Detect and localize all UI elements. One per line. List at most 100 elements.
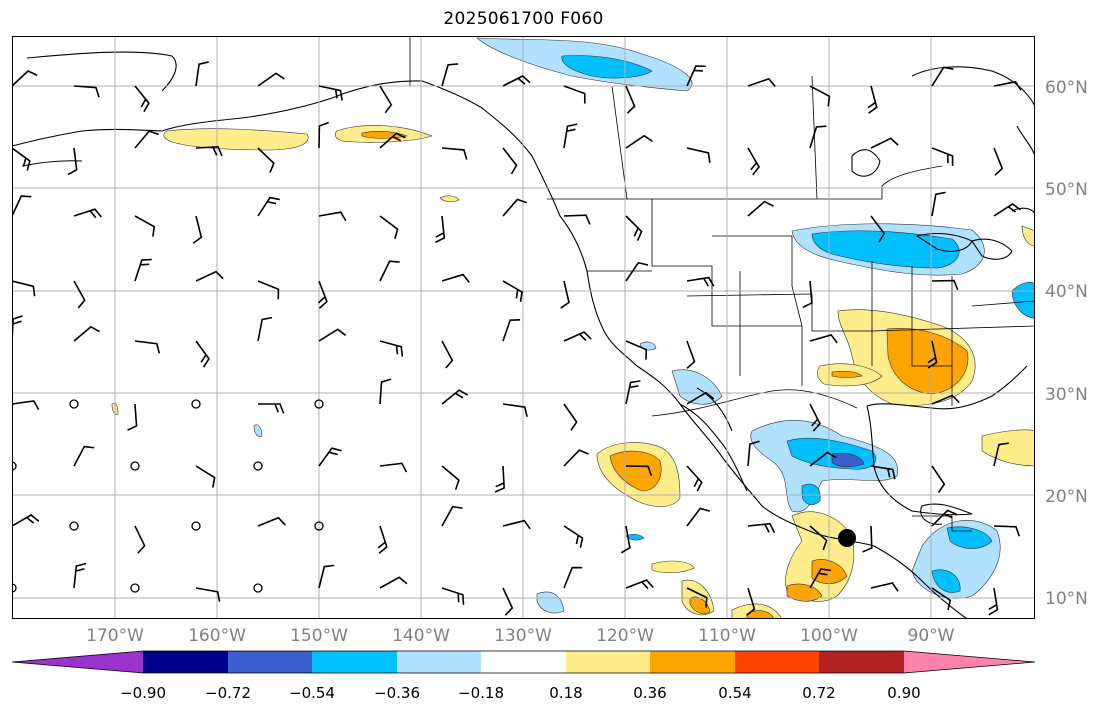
lon-label: 160°W [188, 626, 246, 646]
wind-barb [73, 445, 95, 467]
wind-barb [257, 72, 285, 87]
calm-wind-circle [69, 521, 79, 531]
wind-barb [134, 525, 146, 554]
wind-barb [686, 276, 715, 287]
map-panel [12, 36, 1035, 619]
wind-barb [379, 340, 404, 357]
wind-barb [563, 566, 583, 589]
wind-barb [73, 325, 101, 342]
wind-barb [988, 587, 999, 616]
wind-barb [195, 465, 216, 488]
wind-barb [435, 215, 446, 244]
wind-barb [686, 465, 703, 492]
calm-wind-circle [253, 461, 263, 471]
wind-barb [931, 191, 946, 217]
wind-barb [625, 215, 643, 242]
calm-wind-circle [130, 461, 140, 471]
wind-barb [563, 331, 592, 342]
wind-barb [318, 211, 347, 222]
wind-barb [127, 403, 138, 431]
wind-barb [12, 280, 36, 297]
map-title: 2025061700 F060 [443, 9, 604, 29]
lon-label: 170°W [86, 626, 144, 646]
wind-barb [195, 61, 209, 87]
lon-label: 130°W [494, 626, 552, 646]
wind-barb [931, 509, 958, 527]
wind-barb [625, 380, 641, 405]
wind-barb [379, 215, 399, 240]
wind-barb [870, 465, 896, 480]
wind-barb [379, 378, 392, 405]
wind-barb [67, 147, 78, 176]
colorbar-segment [312, 651, 397, 673]
wind-barb [195, 270, 224, 282]
wind-barb [625, 579, 654, 590]
wind-barb [502, 403, 528, 417]
wind-barb [318, 85, 343, 101]
wind-barb [257, 316, 273, 342]
wind-barb [441, 147, 468, 160]
calm-wind-circle [12, 583, 17, 593]
wind-barb [931, 147, 954, 166]
wind-barb [686, 340, 696, 369]
wind-barb [195, 340, 210, 368]
wind-barb [931, 587, 952, 611]
calm-wind-circle [191, 399, 201, 409]
wind-barb [809, 334, 838, 344]
map-canvas [12, 36, 1035, 619]
colorbar-tick-label: −0.36 [374, 684, 420, 702]
wind-barb [870, 582, 899, 592]
wind-barb [318, 121, 330, 149]
wind-barb [441, 340, 454, 369]
wind-barb [502, 75, 531, 87]
wind-barb [993, 147, 1004, 176]
wind-barb [931, 279, 959, 291]
wind-barb [747, 147, 760, 176]
wind-barb [134, 130, 159, 149]
wind-barb [502, 519, 531, 530]
wind-barb [563, 525, 584, 548]
lat-label: 20°N [1045, 487, 1088, 507]
wind-barb [377, 525, 388, 554]
wind-barb [257, 516, 286, 527]
wind-barb [993, 203, 1022, 217]
wind-barb [257, 147, 275, 173]
wind-barb [379, 260, 400, 282]
wind-barb [134, 215, 156, 237]
wind-barb [441, 587, 465, 605]
wind-barb [502, 147, 518, 175]
wind-barb [134, 340, 161, 354]
wind-barb [258, 403, 285, 414]
wind-barb [809, 85, 831, 107]
wind-barb [867, 85, 878, 114]
wind-barb [441, 505, 463, 527]
wind-barb [441, 63, 459, 87]
colorbar-segment [143, 651, 228, 673]
wind-barb [686, 147, 711, 163]
wind-barb [73, 85, 100, 98]
colorbar-tick-label: 0.18 [549, 684, 583, 702]
wind-barb [686, 507, 711, 527]
lat-label: 50°N [1045, 180, 1088, 200]
colorbar-tick-label: −0.18 [458, 684, 504, 702]
wind-barb [379, 85, 393, 114]
colorbar-segment [397, 651, 481, 673]
lon-label: 100°W [800, 626, 858, 646]
wind-barb [563, 85, 586, 104]
wind-barb [746, 587, 756, 616]
wind-barb [686, 65, 706, 87]
lat-label: 60°N [1045, 78, 1088, 98]
wind-barbs [12, 61, 1022, 616]
calm-wind-circle [12, 461, 17, 471]
wind-barb [257, 280, 280, 300]
wind-barb [502, 587, 514, 616]
colorbar-tick-label: −0.90 [120, 684, 166, 702]
lon-label: 150°W [290, 626, 348, 646]
wind-barb [809, 568, 832, 589]
wind-barb [862, 525, 873, 553]
wind-barb [809, 125, 827, 149]
wind-barb [802, 280, 813, 309]
graticule [12, 36, 1035, 619]
wind-barb [318, 328, 347, 342]
wind-barb [563, 214, 591, 225]
